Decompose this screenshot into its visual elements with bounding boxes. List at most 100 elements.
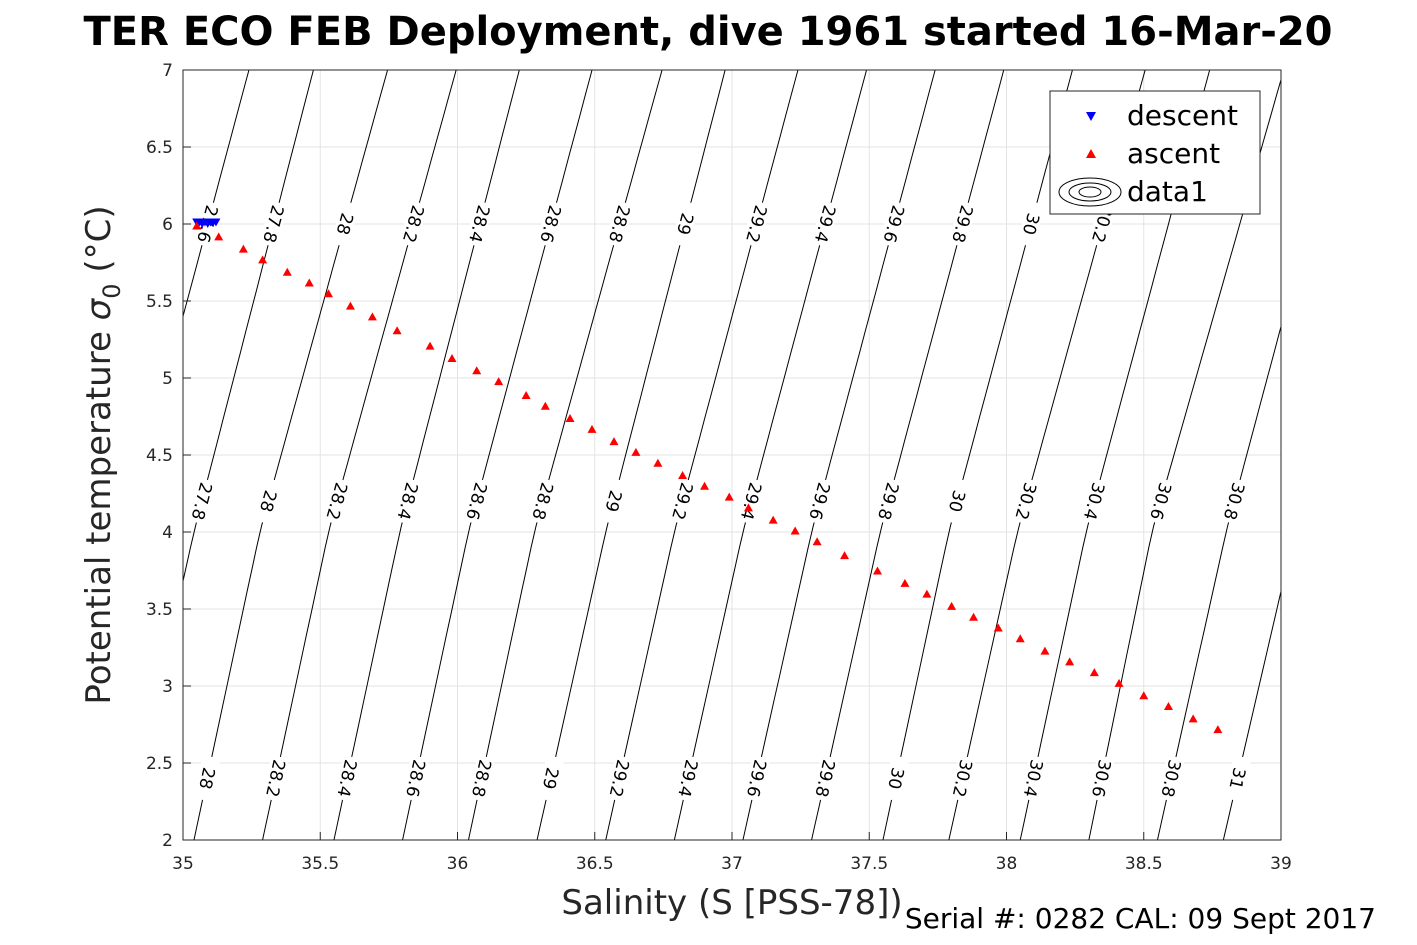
contour-label-background: [1157, 754, 1185, 802]
chart-title: TER ECO FEB Deployment, dive 1961 starte…: [83, 9, 1332, 55]
ascent-point: [447, 353, 457, 362]
legend: descent ascent data1: [1049, 90, 1261, 215]
contour-label-background: [259, 200, 288, 248]
x-axis-label: Salinity (S [PSS-78]): [561, 883, 902, 923]
ascent-point: [1065, 657, 1075, 666]
ascent-point: [521, 390, 531, 399]
contour-label-background: [536, 200, 566, 248]
legend-ascent-label: ascent: [1127, 137, 1220, 170]
contour-label-background: [736, 477, 766, 525]
x-tick-label: 35.5: [301, 854, 339, 874]
contour-label-background: [1016, 200, 1046, 248]
contour-label-background: [465, 200, 494, 248]
y-tick-label: 2: [162, 831, 173, 851]
contour-label-background: [882, 754, 910, 802]
contour-line: [193, 70, 389, 840]
ascent-point: [214, 232, 224, 241]
ascent-point: [743, 503, 753, 512]
contour-label-background: [1223, 754, 1252, 802]
contour-label-background: [537, 754, 565, 802]
contour-label-background: [942, 477, 972, 525]
ascent-point: [609, 437, 619, 446]
ascent-point: [900, 578, 910, 587]
ascent-point: [1040, 646, 1050, 655]
contour-labels: 27.627.82828.228.428.628.82929.229.429.6…: [187, 200, 1252, 802]
contour-label-background: [874, 477, 903, 525]
contour-label-background: [330, 200, 360, 248]
serial-cal-footer: Serial #: 0282 CAL: 09 Sept 2017: [905, 902, 1376, 935]
y-axis-label-subscript: 0: [98, 283, 126, 298]
ascent-point: [540, 401, 550, 410]
contour-label-background: [462, 477, 492, 525]
contour-label-background: [948, 200, 977, 248]
y-tick-label: 2.5: [146, 754, 173, 774]
data-points: [192, 218, 1223, 734]
legend-contour-icon: [1058, 177, 1122, 207]
contour-label-background: [599, 477, 628, 525]
contour-line: [467, 70, 663, 840]
contour-label-background: [668, 477, 697, 525]
ascent-point: [1015, 634, 1025, 643]
ascent-point: [922, 589, 932, 598]
contour-label-background: [1011, 477, 1041, 525]
contour-line: [402, 70, 593, 840]
ascent-point: [840, 551, 850, 560]
x-tick-label: 36: [447, 854, 469, 874]
ascent-point: [872, 566, 882, 575]
contour-label-background: [605, 754, 634, 802]
ascent-point: [1213, 725, 1223, 734]
y-tick-label: 5.5: [146, 292, 173, 312]
ascent-point: [653, 458, 663, 467]
contour-label: 29: [538, 765, 562, 790]
ascent-point: [258, 255, 268, 264]
x-tick-label: 35: [172, 854, 194, 874]
contour-label-background: [671, 200, 700, 248]
ascent-point: [1114, 678, 1124, 687]
legend-box: [1049, 90, 1261, 215]
y-tick-label: 3.5: [146, 600, 173, 620]
contour-label-background: [528, 477, 558, 525]
contour-label-background: [604, 200, 634, 248]
x-tick-label: 38.5: [1125, 854, 1163, 874]
x-tick-label: 37: [721, 854, 743, 874]
contour-label: 30: [883, 765, 907, 790]
contour-label-background: [322, 477, 352, 525]
ascent-point: [323, 289, 333, 298]
legend-data1-label: data1: [1127, 175, 1208, 208]
legend-ascent-marker: [1086, 149, 1096, 158]
ascent-point: [1188, 714, 1198, 723]
ascent-point: [472, 366, 482, 375]
ascent-point: [392, 326, 402, 335]
contour-line: [262, 70, 457, 840]
y-axis-ticks: 2 2.5 3 3.5 4 4.5 5 5.5 6 6.5 7: [146, 61, 191, 851]
ascent-point: [345, 301, 355, 310]
contour-line: [605, 70, 799, 840]
contour-line: [1222, 589, 1281, 840]
ascent-point: [367, 312, 377, 321]
ascent-point: [587, 424, 597, 433]
contour-label-background: [333, 754, 361, 802]
y-tick-label: 6: [162, 215, 173, 235]
ascent-point: [947, 601, 957, 610]
contour-label-background: [1146, 477, 1176, 525]
contour-label-background: [1079, 477, 1109, 525]
ascent-point: [565, 414, 575, 423]
y-axis-label-main: Potential temperature: [79, 320, 119, 704]
y-tick-label: 5: [162, 369, 173, 389]
contour-label-background: [253, 477, 283, 525]
contour-label: 31: [1224, 765, 1248, 791]
ascent-point: [425, 341, 435, 350]
ascent-point: [631, 447, 641, 456]
contour-label-background: [468, 754, 496, 802]
contour-line: [183, 70, 250, 319]
x-tick-label: 38: [996, 854, 1018, 874]
contour-label-background: [262, 754, 290, 802]
ascent-point: [1163, 702, 1173, 711]
contour-line: [673, 70, 868, 840]
ascent-point: [1139, 691, 1149, 700]
contour-line: [183, 70, 314, 584]
x-axis-ticks: 35 35.5 36 36.5 37 37.5 38 38.5 39: [172, 832, 1292, 874]
contour-label-background: [879, 200, 909, 248]
contour-label-background: [805, 477, 835, 525]
